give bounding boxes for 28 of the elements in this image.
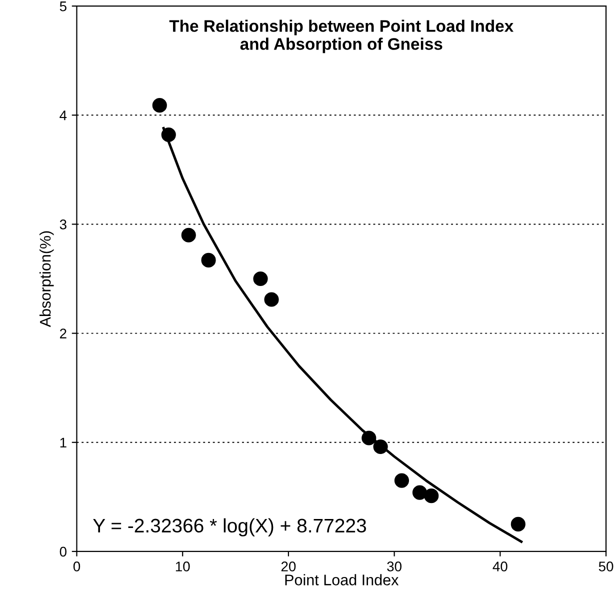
point [264, 292, 279, 307]
point [152, 98, 167, 113]
x-tick-label: 50 [598, 562, 614, 572]
point [510, 516, 526, 532]
x-tick-label: 40 [492, 562, 508, 572]
y-tick-label: 0 [60, 546, 66, 557]
point [412, 485, 428, 500]
y-tick-label: 2 [60, 328, 66, 338]
point [161, 127, 176, 142]
x-tick-label: 0 [73, 562, 80, 572]
point [424, 488, 439, 504]
x-axis-title: Point Load Index [285, 574, 399, 586]
point [201, 252, 216, 268]
point [362, 430, 376, 446]
x-tick-label: 30 [387, 562, 402, 572]
point [394, 473, 410, 488]
point [253, 271, 268, 286]
y-tick-label: 1 [60, 438, 66, 448]
annotation: Y = -2.32366 * log(X) + 8.77223 [93, 518, 366, 536]
y-tick-label: 3 [60, 220, 66, 230]
y-tick-label: 5 [60, 2, 66, 12]
y-tick-label: 4 [60, 110, 67, 120]
y-axis-title: Absorption(%) [40, 231, 54, 328]
x-tick-label: 10 [176, 562, 190, 572]
x-tick-label: 20 [281, 562, 296, 572]
point [373, 439, 388, 454]
point [181, 228, 196, 242]
text: The Relationship between Point Load Index and Absorption of Gneiss [169, 20, 514, 54]
